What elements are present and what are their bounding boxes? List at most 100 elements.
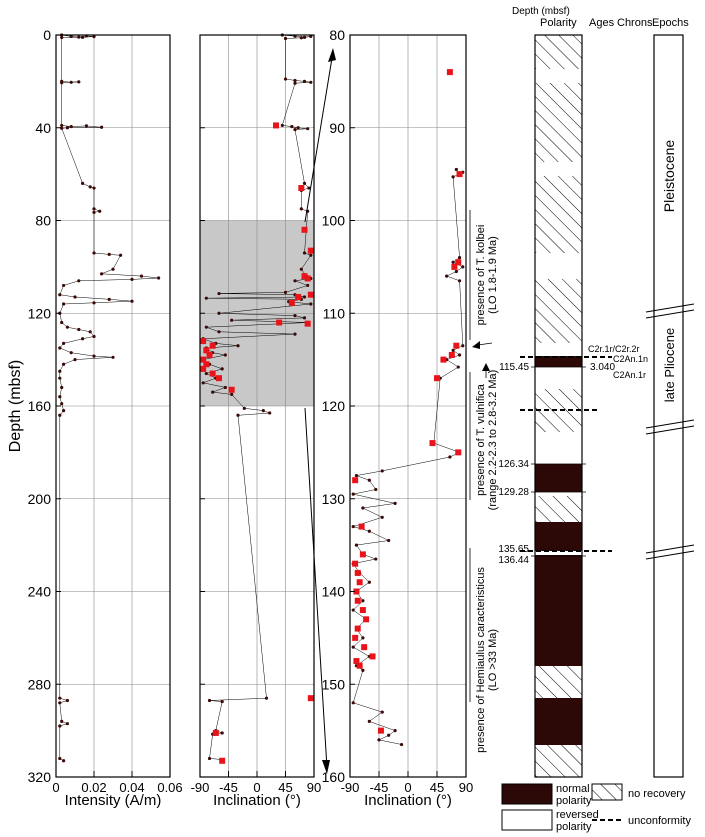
data-point (264, 696, 269, 700)
data-point (374, 557, 378, 561)
highlight-point (209, 370, 216, 377)
data-point (60, 35, 64, 40)
data-point (454, 269, 458, 274)
highlight-point (434, 375, 440, 382)
data-point (60, 123, 64, 128)
highlight-point (354, 625, 361, 632)
data-point (220, 700, 224, 704)
epochs-column-frame (653, 34, 684, 778)
reversed-interval (535, 367, 582, 389)
data-point (100, 272, 104, 276)
highlight-point (359, 607, 366, 614)
data-point (92, 207, 96, 211)
data-point (380, 469, 384, 473)
inclination-detail-panel: -90 -45 0 45 90 80 90 100 110 120 130 140 150 160 Inc… (322, 27, 474, 809)
data-point (65, 698, 69, 703)
data-point (307, 186, 311, 190)
data-point (230, 392, 234, 397)
data-point (98, 209, 102, 213)
data-point (302, 79, 307, 83)
data-point (293, 279, 297, 283)
x-tick-label: -90 (341, 780, 360, 795)
data-point (451, 260, 455, 264)
data-point (367, 580, 371, 584)
data-point (261, 409, 265, 413)
chrons-column-header: Chrons (617, 17, 653, 29)
normal-interval (535, 356, 582, 367)
y-tick-label: 100 (322, 213, 346, 229)
data-point (351, 524, 355, 529)
data-point (69, 124, 73, 129)
no-recovery-interval (535, 35, 582, 69)
y-tick-label: 0 (43, 27, 51, 43)
legend-normal-label-2: polarity (556, 795, 592, 807)
series-line (59, 34, 159, 762)
highlight-point (206, 351, 213, 358)
data-point (293, 128, 297, 132)
data-point (58, 346, 62, 350)
inclination-detail-x-label: Inclination (°) (364, 792, 452, 809)
epoch-late-pliocene: late Pliocene (662, 328, 677, 402)
data-point (236, 413, 240, 417)
highlight-point (304, 320, 311, 327)
data-point (62, 362, 66, 366)
data-point (354, 543, 359, 547)
data-point (223, 353, 227, 357)
epoch-break (645, 550, 695, 560)
epochs-column: Pleistocene late Pliocene (645, 34, 695, 778)
normal-interval (535, 522, 582, 551)
highlight-point (307, 247, 314, 254)
epoch-break (645, 425, 695, 435)
no-recovery-interval (535, 279, 582, 343)
data-point (445, 274, 449, 278)
highlight-point (456, 171, 463, 178)
highlight-point (301, 226, 308, 233)
data-point (204, 371, 208, 376)
legend-no-recovery-swatch (591, 783, 623, 801)
highlight-point (359, 551, 366, 558)
highlight-point (276, 319, 283, 326)
intensity-panel: 0 0.02 0.04 0.06 0 40 80 120 160 200 240 280 320 Int… (28, 27, 183, 809)
y-tick-label: 140 (322, 584, 346, 600)
data-point (280, 123, 284, 128)
y-tick-label: 90 (329, 120, 345, 136)
intensity-ticks: 0 0.02 0.04 0.06 0 40 80 120 160 200 240 280 320 (28, 27, 183, 795)
stratigraphic-column: Depth (mbsf) Polarity Ages Chrons Epochs (498, 6, 695, 778)
data-point (77, 279, 81, 283)
highlight-point (363, 616, 370, 623)
data-point (62, 302, 66, 306)
data-point (293, 78, 297, 83)
y-tick-label: 240 (28, 584, 52, 600)
highlight-point (352, 477, 359, 484)
legend-normal-swatch (501, 783, 553, 805)
data-point (65, 722, 69, 726)
data-point (77, 80, 81, 84)
epoch-break (645, 544, 695, 554)
data-point (380, 515, 384, 519)
depth-label: 126.34 (498, 459, 529, 470)
data-point (454, 167, 458, 172)
x-tick-label: 0 (253, 780, 260, 795)
data-point (62, 409, 66, 413)
data-point (393, 501, 397, 505)
data-point (58, 756, 62, 761)
data-point (130, 299, 134, 303)
inclination-full-panel: -90 -45 0 45 90 Inclination (°) (191, 33, 321, 809)
data-point (65, 126, 69, 130)
data-point (207, 698, 212, 703)
data-point (393, 729, 397, 733)
data-point (302, 35, 307, 39)
data-point (62, 283, 66, 288)
data-point (119, 253, 123, 257)
y-tick-label: 160 (322, 769, 346, 785)
data-point (299, 267, 303, 271)
arrow-lower-head (322, 760, 330, 774)
legend-reversed-label-1: reversed (556, 809, 599, 821)
data-point (283, 290, 288, 294)
highlight-point (451, 263, 458, 270)
data-point (92, 354, 96, 358)
y-tick-label: 80 (329, 27, 345, 43)
highlight-point (200, 365, 207, 372)
highlight-point (288, 299, 295, 306)
